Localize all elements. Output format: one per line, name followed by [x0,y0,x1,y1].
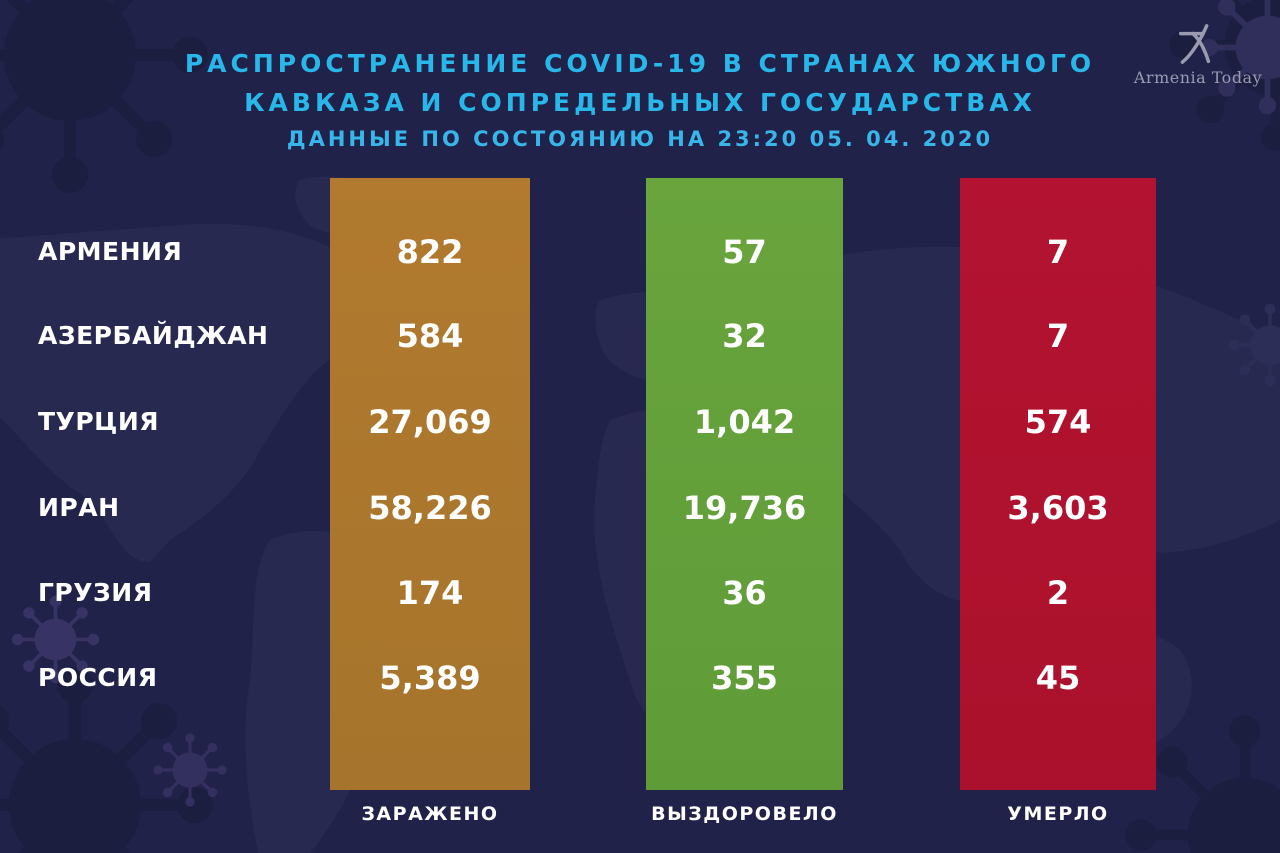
infected-column-bar [330,178,530,790]
infected-value: 58,226 [368,489,492,527]
recovered-value: 32 [722,317,767,355]
country-label: АРМЕНИЯ [38,237,183,266]
deaths-value: 574 [1024,403,1092,441]
deaths-value: 45 [1035,659,1081,697]
page-title-line1: РАСПРОСТРАНЕНИЕ COVID-19 В СТРАНАХ ЮЖНОГ… [184,49,1096,78]
deaths-column-header: УМЕРЛО [1007,803,1109,825]
recovered-value: 19,736 [682,489,807,527]
country-label: РОССИЯ [38,663,158,692]
armenia-today-logo-text: Armenia Today [1133,68,1263,87]
deaths-value: 7 [1046,233,1070,271]
deaths-value: 7 [1046,317,1070,355]
country-label: ИРАН [38,493,120,522]
recovered-value: 57 [722,233,767,271]
data-timestamp-subtitle: ДАННЫЕ ПО СОСТОЯНИЮ НА 23:20 05. 04. 202… [286,127,994,151]
country-label: ТУРЦИЯ [38,407,160,436]
armenia-today-logo-icon [1178,24,1211,64]
page-title-line2: КАВКАЗА И СОПРЕДЕЛЬНЫХ ГОСУДАРСТВАХ [244,88,1036,117]
infected-value: 174 [396,574,464,612]
virus-decoration-icon [1225,300,1280,390]
recovered-value: 355 [711,659,778,697]
header: РАСПРОСТРАНЕНИЕ COVID-19 В СТРАНАХ ЮЖНОГ… [0,44,1280,154]
country-label: АЗЕРБАЙДЖАН [38,321,269,350]
deaths-value: 3,603 [1007,489,1109,527]
recovered-value: 36 [722,574,767,612]
armenia-today-logo: Armenia Today [1128,22,1268,87]
country-label: ГРУЗИЯ [38,578,153,607]
infected-value: 822 [396,233,464,271]
deaths-value: 2 [1046,574,1070,612]
recovered-column-header: ВЫЗДОРОВЕЛО [651,803,838,825]
recovered-value: 1,042 [693,403,796,441]
deaths-column-bar [960,178,1156,790]
infected-value: 27,069 [368,403,492,441]
virus-decoration-icon [150,730,230,810]
infected-value: 5,389 [379,659,481,697]
infected-value: 584 [396,317,464,355]
infected-column-header: ЗАРАЖЕНО [361,803,499,825]
recovered-column-bar [646,178,843,790]
